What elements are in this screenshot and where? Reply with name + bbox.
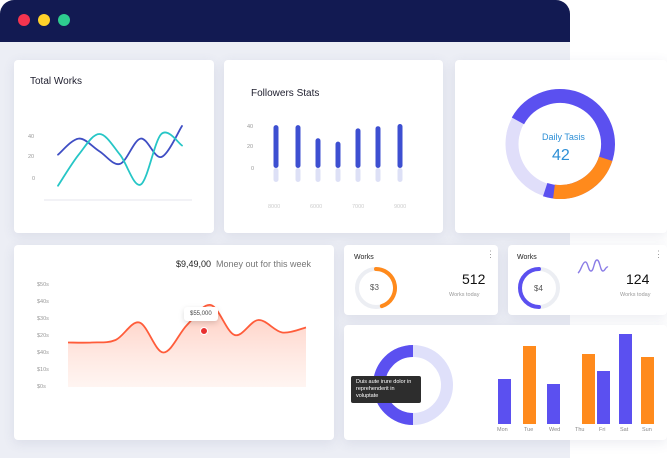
donut-tooltip: Duis aute irure dolor in reprehenderit i… — [351, 376, 421, 403]
close-window-button[interactable] — [18, 14, 30, 26]
more-options-icon[interactable]: ⋮ — [654, 249, 663, 259]
donut-secondary-segment — [553, 156, 613, 199]
follower-bar — [375, 126, 381, 168]
y-tick-label: $20s — [37, 333, 49, 339]
tooltip-point — [200, 327, 208, 335]
day-label: Tue — [524, 427, 534, 433]
more-options-icon[interactable]: ⋮ — [486, 249, 495, 259]
y-tick-label: 0 — [32, 176, 36, 182]
weekly-bar — [641, 357, 654, 424]
y-tick-label: 20 — [28, 154, 35, 160]
followers-stats-card: Followers Stats 40 20 0 8000 6000 7000 9… — [224, 60, 443, 233]
works-caption: Works today — [449, 292, 480, 298]
y-tick-label: $10s — [37, 367, 49, 373]
weekly-bar — [582, 354, 595, 424]
works-count: 512 — [462, 271, 486, 287]
day-label: Sat — [620, 427, 629, 433]
money-out-line — [67, 304, 307, 354]
maximize-window-button[interactable] — [58, 14, 70, 26]
follower-bar — [295, 125, 301, 168]
follower-bar-shadow — [375, 168, 381, 182]
money-out-area — [68, 304, 306, 387]
works-ring-value: $3 — [370, 283, 379, 292]
total-works-title: Total Works — [30, 76, 83, 87]
follower-bar-shadow — [335, 168, 341, 182]
follower-bar-shadow — [355, 168, 361, 182]
works-count: 124 — [626, 271, 650, 287]
daily-tasks-card: Daily Tasis 42 — [455, 60, 667, 233]
y-tick-label: $50s — [37, 282, 49, 288]
chart-tooltip: $55,000 — [184, 307, 218, 321]
follower-bar — [397, 124, 403, 168]
day-label: Mon — [497, 427, 508, 433]
day-label: Sun — [642, 427, 652, 433]
follower-bar — [335, 141, 341, 168]
follower-bar-shadow — [273, 168, 279, 182]
daily-tasks-label: Daily Tasis — [542, 132, 585, 142]
y-tick-label: $40s — [37, 350, 49, 356]
weekly-bar — [619, 334, 632, 424]
works-card: Works ⋮ $3 512 Works today — [344, 245, 498, 315]
works-card: Works ⋮ $4 124 Works today — [508, 245, 667, 315]
follower-bar-shadow — [295, 168, 301, 182]
money-out-label: Money out for this week — [216, 259, 312, 269]
weekly-bar — [498, 379, 511, 424]
y-tick-label: 20 — [247, 144, 254, 150]
x-tick-label: 8000 — [268, 204, 281, 210]
y-tick-label: $30s — [37, 316, 49, 322]
works-card-title: Works — [517, 254, 537, 261]
y-tick-label: $0s — [37, 384, 46, 390]
money-out-amount: $9,49,00 — [176, 259, 212, 269]
y-tick-label: 40 — [247, 124, 254, 130]
works-progress-ring — [518, 259, 609, 309]
sparkline — [577, 259, 609, 274]
x-tick-label: 6000 — [310, 204, 323, 210]
day-label: Wed — [549, 427, 561, 433]
money-out-card: $9,49,00 Money out for this week $50s $4… — [14, 245, 334, 440]
series-line-cyan — [57, 131, 183, 187]
total-works-line-chart — [44, 125, 192, 201]
follower-bar — [355, 128, 361, 168]
works-progress-ring — [355, 267, 397, 309]
daily-tasks-value: 42 — [552, 147, 570, 164]
weekly-bar — [523, 346, 536, 424]
weekly-bar — [597, 371, 610, 424]
works-caption: Works today — [620, 292, 651, 298]
follower-bar-shadow — [315, 168, 321, 182]
x-tick-label: 7000 — [352, 204, 365, 210]
minimize-window-button[interactable] — [38, 14, 50, 26]
followers-stats-title: Followers Stats — [251, 88, 320, 99]
ring-progress — [518, 267, 541, 309]
works-ring-value: $4 — [534, 284, 543, 293]
weekly-bar — [547, 384, 560, 424]
money-out-area-chart — [67, 304, 307, 387]
title-bar — [0, 0, 570, 42]
y-tick-label: 0 — [251, 166, 255, 172]
follower-bar — [315, 138, 321, 168]
followers-bar-chart — [273, 124, 403, 182]
series-line-blue — [57, 125, 183, 166]
works-card-title: Works — [354, 254, 374, 261]
day-label: Fri — [599, 427, 606, 433]
follower-bar-shadow — [397, 168, 403, 182]
ring-progress — [374, 267, 397, 309]
total-works-card: Total Works 40 20 0 — [14, 60, 214, 233]
daily-tasks-donut — [505, 89, 615, 199]
follower-bar — [273, 125, 279, 168]
y-tick-label: 40 — [28, 134, 35, 140]
weekly-card: Duis aute irure dolor in reprehenderit i… — [344, 325, 667, 440]
day-label: Thu — [575, 427, 585, 433]
x-tick-label: 9000 — [394, 204, 407, 210]
y-tick-label: $40s — [37, 299, 49, 305]
